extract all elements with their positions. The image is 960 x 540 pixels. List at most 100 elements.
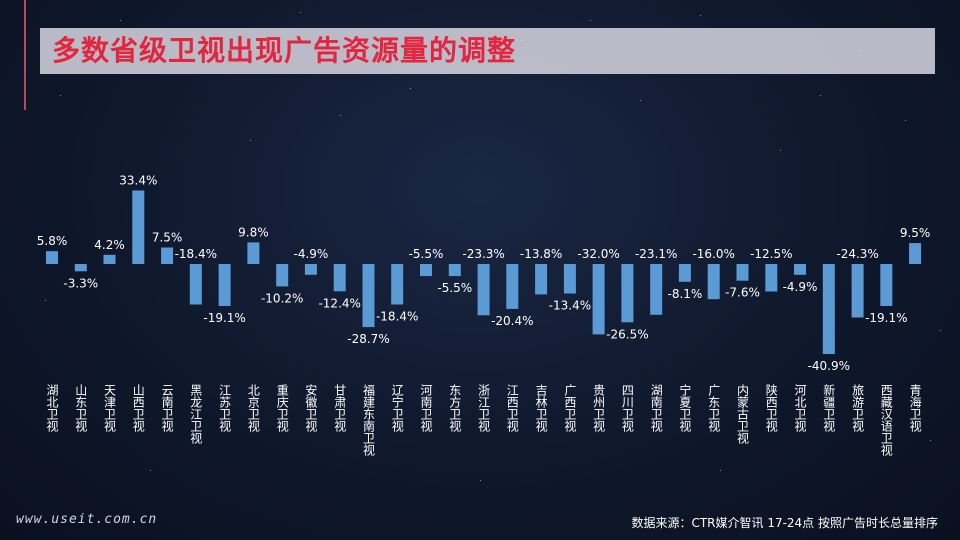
bar (880, 264, 893, 306)
star-decoration (60, 95, 61, 96)
title-bar (40, 28, 935, 74)
category-label: 内蒙古卫视 (736, 384, 750, 444)
data-label: -7.6% (725, 286, 760, 300)
data-label: -12.5% (750, 247, 792, 261)
category-label: 河北卫视 (793, 384, 807, 432)
bar (362, 264, 375, 328)
bar (247, 242, 260, 264)
data-label: -3.3% (63, 276, 98, 290)
bar (535, 264, 548, 295)
bar (420, 264, 432, 277)
category-label: 贵州卫视 (592, 384, 606, 432)
data-label: -12.4% (318, 296, 360, 310)
category-label: 山西卫视 (131, 384, 145, 432)
star-decoration (820, 95, 821, 96)
bar (563, 264, 576, 294)
bar (592, 264, 605, 335)
bar (46, 251, 58, 264)
star-decoration (410, 88, 411, 89)
data-label: -13.4% (549, 299, 591, 313)
data-label: -4.9% (783, 280, 818, 294)
star-decoration (120, 20, 121, 21)
bar (794, 264, 806, 275)
data-label: -16.0% (692, 247, 734, 261)
data-label: -23.1% (635, 247, 677, 261)
data-label: 9.5% (900, 226, 931, 240)
category-label: 江苏卫视 (218, 384, 232, 432)
bar (822, 264, 835, 354)
data-label: 9.8% (238, 225, 269, 239)
data-label: 33.4% (119, 174, 157, 188)
bar (304, 264, 317, 275)
star-decoration (150, 470, 151, 471)
bar (218, 264, 231, 306)
star-decoration (930, 440, 931, 441)
data-label: -13.8% (520, 247, 562, 261)
data-label: -8.1% (667, 287, 702, 301)
star-decoration (700, 15, 701, 16)
category-label: 浙江卫视 (477, 384, 491, 432)
category-label: 吉林卫视 (534, 384, 548, 432)
bar (736, 264, 749, 281)
star-decoration (300, 12, 301, 13)
bar (477, 264, 490, 316)
category-label: 福建东南卫视 (362, 383, 376, 456)
data-label: 5.8% (37, 234, 68, 248)
category-label: 安徽卫视 (304, 383, 318, 432)
data-label: -19.1% (865, 311, 907, 325)
category-label: 东方卫视 (448, 384, 462, 432)
bar (506, 264, 519, 309)
data-label: -18.4% (376, 310, 418, 324)
bar (707, 264, 720, 300)
category-label: 新疆卫视 (822, 383, 836, 432)
bar (650, 264, 663, 315)
bar (132, 190, 145, 264)
bar (391, 264, 404, 305)
data-label: 7.5% (152, 231, 183, 245)
category-label: 天津卫视 (103, 384, 117, 432)
category-label: 甘肃卫视 (333, 384, 347, 432)
star-decoration (590, 20, 591, 21)
star-decoration (720, 470, 721, 471)
category-label: 广东卫视 (707, 384, 721, 432)
category-label: 江西卫视 (505, 384, 519, 432)
category-label: 陕西卫视 (764, 383, 778, 432)
category-label: 青海卫视 (908, 384, 922, 432)
category-label: 辽宁卫视 (390, 384, 404, 432)
bar (678, 264, 691, 282)
category-label: 湖北卫视 (45, 383, 59, 432)
category-label: 西藏汉语卫视 (879, 384, 893, 456)
data-label: -5.5% (409, 247, 444, 261)
page-title: 多数省级卫视出现广告资源量的调整 (52, 34, 517, 67)
data-label: -32.0% (577, 247, 619, 261)
category-label: 宁夏卫视 (678, 383, 692, 432)
category-label: 山东卫视 (74, 384, 88, 432)
category-label: 广西卫视 (563, 384, 577, 432)
bar (103, 254, 116, 264)
star-decoration (45, 300, 46, 301)
data-source-note: 数据来源：CTR媒介智讯 17-24点 按照广告时长总量排序 (631, 516, 938, 530)
data-label: -20.4% (491, 314, 533, 328)
bar (276, 264, 289, 287)
bar (909, 243, 922, 264)
category-label: 云南卫视 (160, 384, 174, 432)
star-decoration (480, 480, 481, 481)
data-label: -23.3% (462, 247, 504, 261)
data-label: -19.1% (203, 311, 245, 325)
category-label: 黑龙江卫视 (189, 384, 203, 444)
category-label: 湖南卫视 (649, 383, 663, 432)
bar (448, 264, 461, 277)
star-decoration (640, 100, 641, 101)
bar (189, 264, 202, 305)
data-label: -26.5% (606, 327, 648, 341)
bar (333, 264, 346, 292)
category-label: 旅游卫视 (851, 384, 865, 432)
data-label: -18.4% (175, 247, 217, 261)
star-decoration (520, 40, 521, 41)
watermark: www.useit.com.cn (16, 512, 158, 527)
category-label: 重庆卫视 (275, 384, 289, 432)
accent-line (24, 0, 26, 110)
star-decoration (860, 50, 861, 51)
star-decoration (940, 330, 941, 331)
star-decoration (250, 140, 251, 141)
